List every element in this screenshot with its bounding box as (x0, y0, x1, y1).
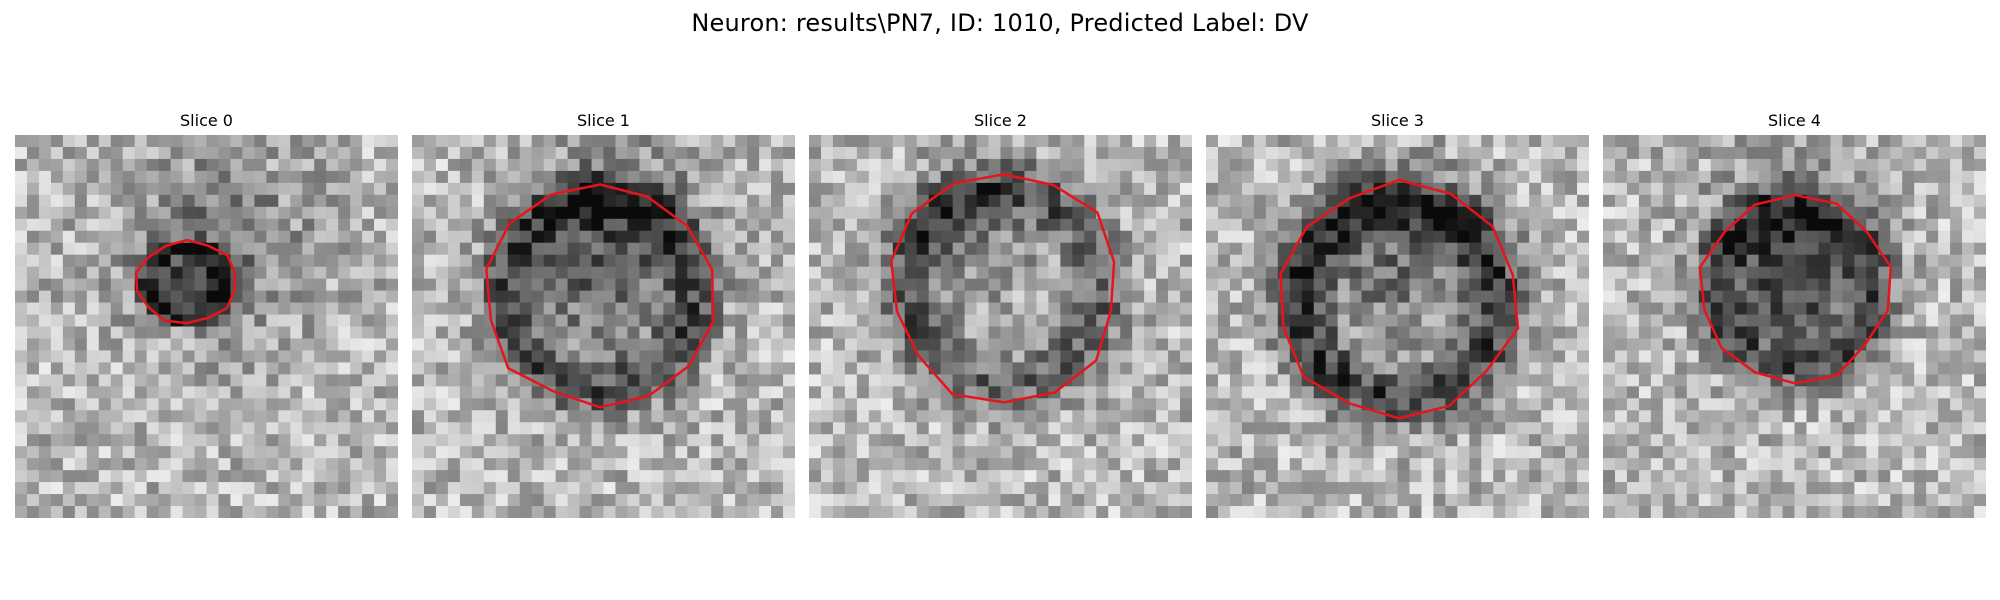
slice-title: Slice 2 (809, 110, 1192, 132)
slice-panel-0: Slice 0 (15, 105, 398, 525)
slice-panel-1: Slice 1 (412, 105, 795, 525)
pixel-grid (1206, 135, 1589, 518)
micrograph-tile (809, 135, 1192, 518)
slice-image (1206, 135, 1589, 518)
slice-title: Slice 4 (1603, 110, 1986, 132)
slice-title: Slice 1 (412, 110, 795, 132)
slice-panel-3: Slice 3 (1206, 105, 1589, 525)
micrograph-tile (1603, 135, 1986, 518)
slice-panel-2: Slice 2 (809, 105, 1192, 525)
micrograph-tile (1206, 135, 1589, 518)
pixel-grid (15, 135, 398, 518)
slice-image (412, 135, 795, 518)
slice-image (15, 135, 398, 518)
micrograph-tile (15, 135, 398, 518)
slice-title: Slice 3 (1206, 110, 1589, 132)
slice-image (1603, 135, 1986, 518)
slice-title: Slice 0 (15, 110, 398, 132)
slice-panel-4: Slice 4 (1603, 105, 1986, 525)
micrograph-tile (412, 135, 795, 518)
pixel-grid (809, 135, 1192, 518)
pixel-grid (412, 135, 795, 518)
slice-image (809, 135, 1192, 518)
figure-title: Neuron: results\PN7, ID: 1010, Predicted… (0, 6, 2000, 40)
pixel-grid (1603, 135, 1986, 518)
